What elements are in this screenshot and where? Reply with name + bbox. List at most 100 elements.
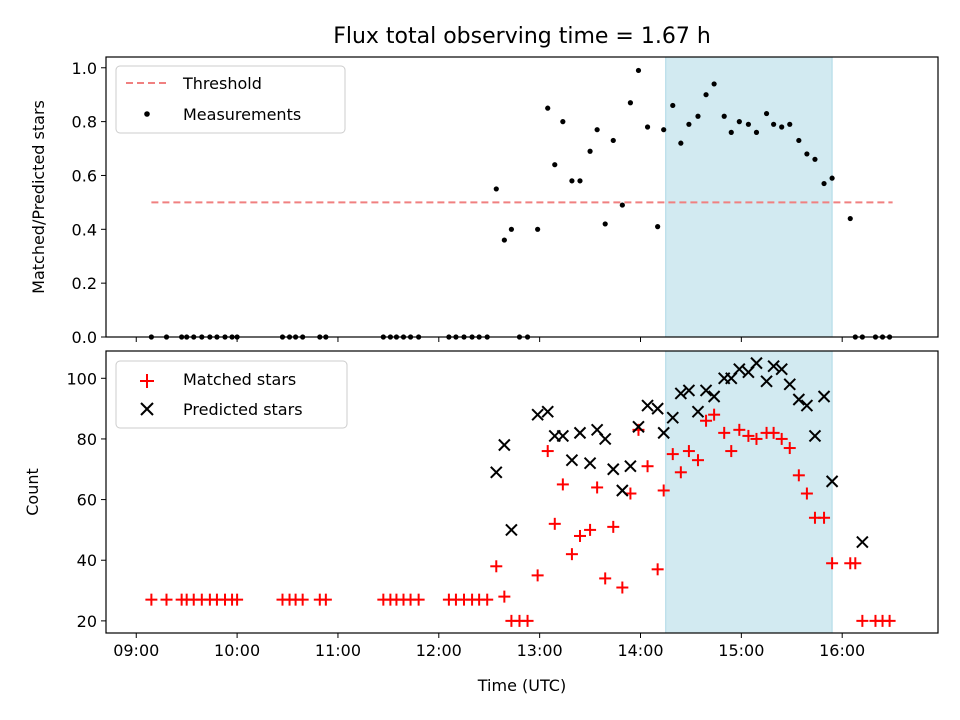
measurement-point xyxy=(812,156,818,162)
predicted-stars-point xyxy=(641,399,654,412)
measurement-point xyxy=(703,92,709,98)
measurement-point xyxy=(508,226,515,232)
matched-stars-point xyxy=(591,481,604,494)
predicted-stars-point xyxy=(808,429,822,443)
predicted-stars-point xyxy=(691,405,705,418)
top-x-ticks xyxy=(135,337,843,342)
predicted-stars-point xyxy=(750,356,763,370)
measurement-point xyxy=(771,121,777,127)
predicted-stars-point xyxy=(699,384,713,397)
predicted-stars-point xyxy=(624,460,637,473)
matched-stars-point xyxy=(584,523,597,536)
predicted-stars-point xyxy=(682,384,696,397)
predicted-stars-point xyxy=(651,402,664,415)
chart-title: Flux total observing time = 1.67 h xyxy=(333,24,711,49)
observing-window-shade xyxy=(665,56,833,338)
matched-stars-point xyxy=(145,593,158,606)
matched-stars-point xyxy=(826,557,839,570)
matched-stars-point xyxy=(666,448,679,461)
matched-stars-point xyxy=(531,569,544,582)
measurement-point xyxy=(560,119,566,125)
measurement-point xyxy=(796,137,802,144)
measurement-point xyxy=(847,215,853,222)
x-tick-label: 09:00 xyxy=(113,641,159,660)
matched-stars-point xyxy=(783,442,796,455)
predicted-stars-point xyxy=(783,378,796,391)
measurement-point xyxy=(779,124,785,130)
x-tick-label: 15:00 xyxy=(718,641,764,660)
matched-stars-point xyxy=(231,593,244,606)
matched-stars-point xyxy=(641,460,654,473)
measurement-point xyxy=(736,119,742,125)
legend-measurements-swatch xyxy=(144,111,150,117)
top-axes-frame xyxy=(105,56,939,338)
x-tick-label: 14:00 xyxy=(617,641,663,660)
bottom-y-axis-ticks: 20 40 60 80 100 xyxy=(66,369,106,631)
measurement-point xyxy=(721,113,727,119)
measurement-point xyxy=(635,67,642,74)
matched-stars-point xyxy=(412,593,425,606)
predicted-stars-point xyxy=(531,408,544,421)
measurement-point xyxy=(545,105,551,111)
x-tick-label: 13:00 xyxy=(517,641,563,660)
legend-predicted-swatch xyxy=(140,402,154,416)
bottom-legend-box xyxy=(115,360,348,429)
predicted-stars-point xyxy=(616,484,629,497)
predicted-stars-point xyxy=(760,375,773,388)
matched-stars-point xyxy=(750,432,763,445)
legend-threshold-label: Threshold xyxy=(182,74,262,93)
matched-stars-point xyxy=(657,484,670,497)
matched-stars-point xyxy=(541,445,554,458)
y-tick-label: 20 xyxy=(77,612,97,631)
predicted-stars-point xyxy=(666,411,679,424)
y-tick-label: 0.8 xyxy=(72,113,97,132)
predicted-stars-point xyxy=(775,362,788,376)
matched-stars-point xyxy=(607,520,620,533)
matched-stars-point xyxy=(767,426,780,439)
y-tick-label: 0.0 xyxy=(72,328,97,347)
matched-stars-point xyxy=(733,423,746,436)
matched-stars-point xyxy=(818,511,831,524)
ratio-panel: 0.0 0.2 0.4 0.6 0.8 1.0 Matched/Predicted sta… xyxy=(29,56,939,347)
predicted-stars-point xyxy=(767,359,780,373)
matched-stars-point xyxy=(481,593,494,606)
x-tick-label: 16:00 xyxy=(819,641,865,660)
matched-stars-point xyxy=(490,560,503,573)
matched-stars-point xyxy=(792,469,805,482)
predicted-stars-point xyxy=(674,387,688,400)
predicted-stars-point xyxy=(800,399,814,412)
measurement-point xyxy=(655,224,661,230)
matched-stars-point xyxy=(556,478,569,491)
matched-stars-point xyxy=(319,593,332,606)
measurement-point xyxy=(577,178,583,184)
measurement-points xyxy=(148,67,893,340)
measurement-point xyxy=(661,127,667,133)
predicted-stars-point xyxy=(490,466,503,479)
y-tick-label: 0.2 xyxy=(72,274,97,293)
matched-stars-point xyxy=(599,572,612,585)
predicted-stars-point xyxy=(565,453,579,467)
matched-stars-point xyxy=(498,590,511,603)
legend-matched-label: Matched stars xyxy=(183,370,296,389)
predicted-stars-point xyxy=(505,523,518,537)
predicted-stars-point xyxy=(817,390,831,403)
predicted-stars-point xyxy=(573,426,587,440)
y-tick-label: 100 xyxy=(66,369,97,388)
matched-stars-point xyxy=(565,548,578,561)
measurement-point xyxy=(501,237,507,243)
matched-stars-point xyxy=(700,414,713,427)
bottom-y-axis-label: Count xyxy=(23,468,42,516)
predicted-stars-point xyxy=(598,432,612,446)
measurement-point xyxy=(821,180,827,187)
predicted-stars-point xyxy=(556,429,570,443)
matched-stars-point xyxy=(160,593,173,606)
predicted-stars-points xyxy=(490,356,869,549)
matched-stars-point xyxy=(849,557,862,570)
predicted-stars-point xyxy=(632,420,645,434)
bot-shade-rect xyxy=(665,350,833,634)
measurement-point xyxy=(753,129,760,135)
matched-stars-point xyxy=(718,426,731,439)
predicted-stars-point xyxy=(856,535,869,549)
predicted-stars-point xyxy=(607,463,620,476)
y-tick-label: 0.4 xyxy=(72,220,97,239)
